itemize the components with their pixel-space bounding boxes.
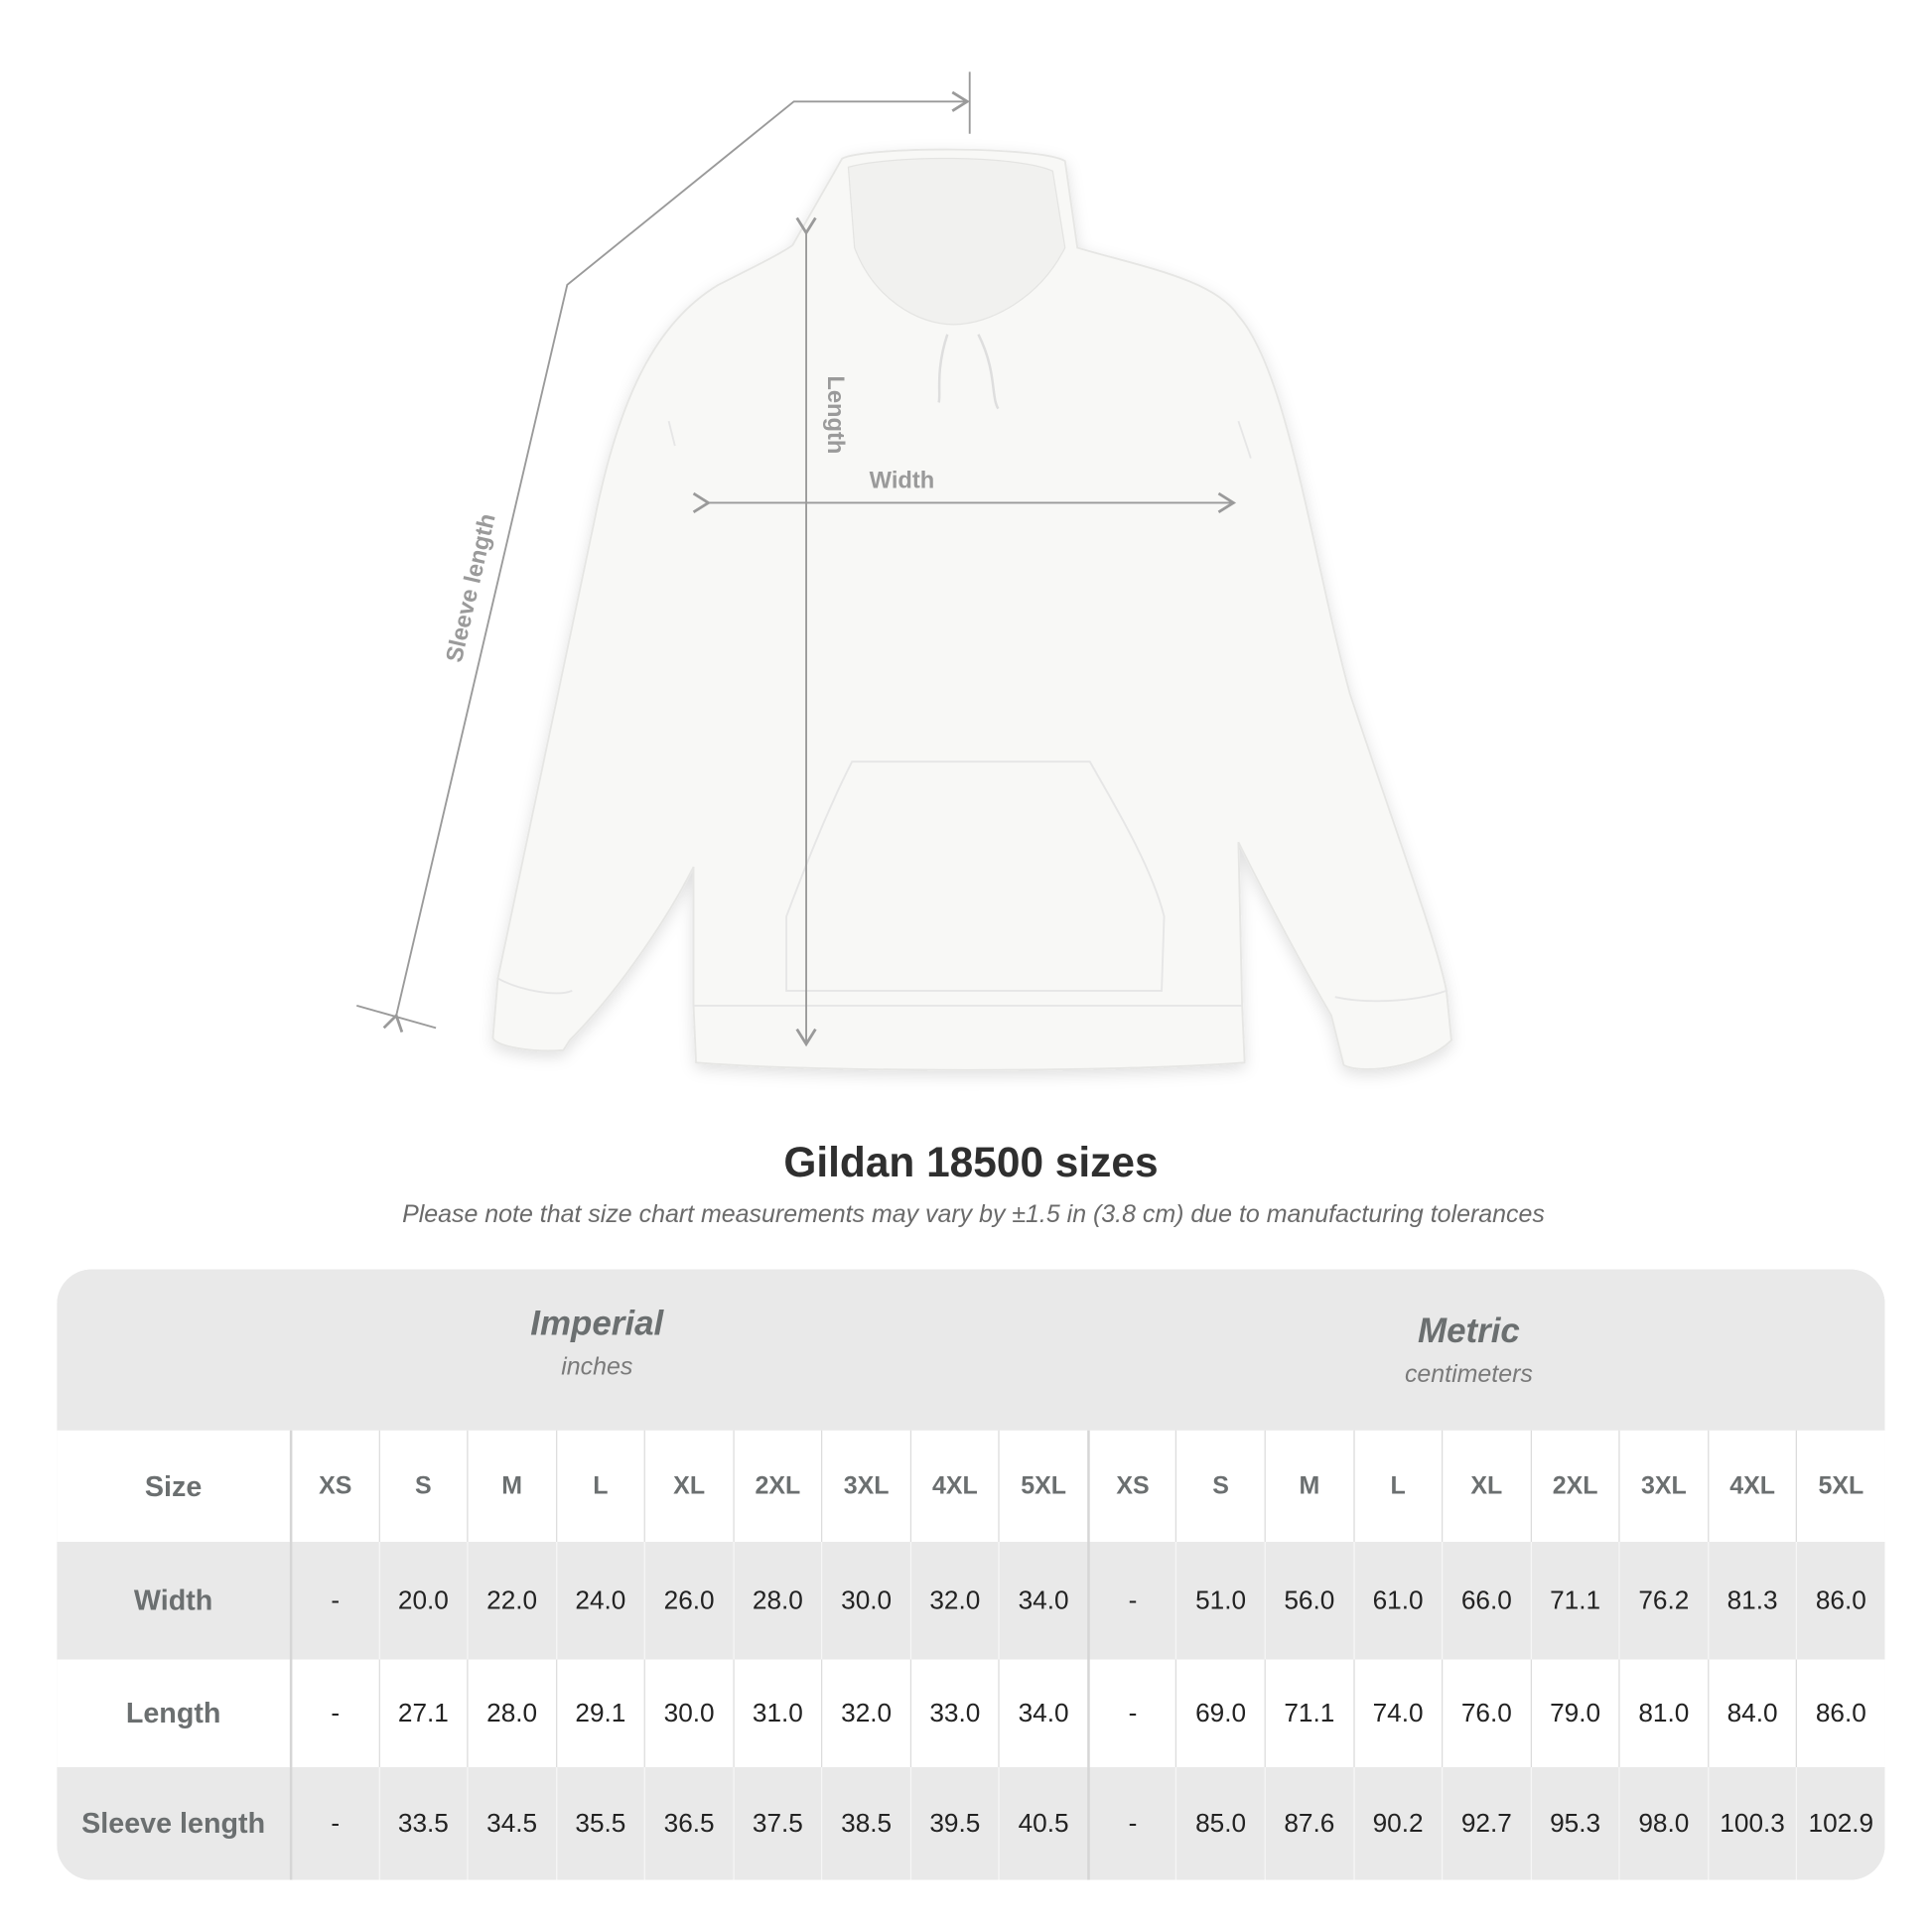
imperial-size-header-xl: XL — [643, 1430, 734, 1543]
metric-value-cell: 81.3 — [1707, 1542, 1797, 1660]
imperial-value-cell: 30.0 — [821, 1542, 910, 1660]
imperial-value-cell: - — [289, 1542, 379, 1660]
metric-value-cell: 51.0 — [1175, 1542, 1265, 1660]
metric-value-cell: 95.3 — [1530, 1767, 1619, 1880]
imperial-value-cell: 27.1 — [378, 1659, 468, 1768]
imperial-unit: inches — [561, 1353, 633, 1381]
imperial-value-cell: 20.0 — [378, 1542, 468, 1660]
size-table: Imperial inches Metric centimeters Size X… — [57, 1269, 1885, 1880]
metric-size-header-l: L — [1352, 1430, 1443, 1543]
imperial-value-cell: 33.0 — [909, 1659, 999, 1768]
imperial-value-cell: 29.1 — [555, 1659, 644, 1768]
metric-size-header-xs: XS — [1087, 1430, 1176, 1543]
imperial-value-cell: - — [289, 1659, 379, 1768]
imperial-size-header-s: S — [378, 1430, 468, 1543]
imperial-size-header-2xl: 2XL — [733, 1430, 822, 1543]
imperial-header: Imperial inches — [349, 1305, 845, 1383]
metric-value-cell: 85.0 — [1175, 1767, 1265, 1880]
metric-value-cell: 87.6 — [1264, 1767, 1353, 1880]
hoodie-shape — [491, 148, 1452, 1071]
imperial-value-cell: 32.0 — [821, 1659, 910, 1768]
imperial-size-header-m: M — [467, 1430, 556, 1543]
metric-value-cell: 61.0 — [1352, 1542, 1443, 1660]
row-label-width: Width — [57, 1542, 290, 1660]
imperial-value-cell: 34.0 — [998, 1542, 1088, 1660]
metric-value-cell: 98.0 — [1618, 1767, 1708, 1880]
imperial-value-cell: 34.0 — [998, 1659, 1088, 1768]
imperial-value-cell: 28.0 — [467, 1659, 556, 1768]
metric-value-cell: 92.7 — [1442, 1767, 1531, 1880]
metric-size-header-xl: XL — [1442, 1430, 1531, 1543]
imperial-size-header-xs: XS — [289, 1430, 379, 1543]
metric-value-cell: 71.1 — [1530, 1542, 1619, 1660]
imperial-value-cell: 36.5 — [643, 1767, 734, 1880]
width-label: Width — [869, 468, 935, 494]
imperial-value-cell: 35.5 — [555, 1767, 644, 1880]
metric-size-header-3xl: 3XL — [1618, 1430, 1708, 1543]
imperial-value-cell: 34.5 — [467, 1767, 556, 1880]
imperial-value-cell: 22.0 — [467, 1542, 556, 1660]
imperial-value-cell: 38.5 — [821, 1767, 910, 1880]
metric-value-cell: 66.0 — [1442, 1542, 1531, 1660]
imperial-size-header-4xl: 4XL — [909, 1430, 999, 1543]
metric-value-cell: 76.2 — [1618, 1542, 1708, 1660]
metric-value-cell: 100.3 — [1707, 1767, 1797, 1880]
metric-value-cell: 74.0 — [1352, 1659, 1443, 1768]
imperial-size-header-3xl: 3XL — [821, 1430, 910, 1543]
imperial-value-cell: 40.5 — [998, 1767, 1088, 1880]
metric-size-header-s: S — [1175, 1430, 1265, 1543]
metric-value-cell: 76.0 — [1442, 1659, 1531, 1768]
metric-value-cell: 81.0 — [1618, 1659, 1708, 1768]
metric-size-header-4xl: 4XL — [1707, 1430, 1797, 1543]
imperial-value-cell: 31.0 — [733, 1659, 822, 1768]
metric-value-cell: - — [1087, 1659, 1176, 1768]
imperial-value-cell: 33.5 — [378, 1767, 468, 1880]
sleeve-length-measure-line — [355, 71, 971, 1034]
metric-header: Metric centimeters — [1221, 1311, 1717, 1390]
imperial-value-cell: 32.0 — [909, 1542, 999, 1660]
metric-size-header-2xl: 2XL — [1530, 1430, 1619, 1543]
tolerance-note: Please note that size chart measurements… — [402, 1200, 1545, 1229]
metric-value-cell: 90.2 — [1352, 1767, 1443, 1880]
imperial-value-cell: 39.5 — [909, 1767, 999, 1880]
imperial-value-cell: 24.0 — [555, 1542, 644, 1660]
unit-header-band: Imperial inches Metric centimeters — [57, 1269, 1885, 1431]
metric-value-cell: 102.9 — [1796, 1767, 1885, 1880]
metric-unit: centimeters — [1404, 1360, 1533, 1389]
chart-title: Gildan 18500 sizes — [783, 1139, 1159, 1187]
row-label-sleeve-length: Sleeve length — [57, 1767, 290, 1880]
metric-value-cell: 86.0 — [1796, 1542, 1885, 1660]
metric-size-header-5xl: 5XL — [1796, 1430, 1885, 1543]
metric-value-cell: - — [1087, 1767, 1176, 1880]
hoodie-illustration — [355, 71, 1452, 1071]
imperial-size-header-5xl: 5XL — [998, 1430, 1088, 1543]
size-row-label: Size — [57, 1430, 290, 1543]
length-label: Length — [821, 375, 849, 455]
imperial-value-cell: 37.5 — [733, 1767, 822, 1880]
imperial-title: Imperial — [530, 1304, 664, 1343]
metric-size-header-m: M — [1264, 1430, 1353, 1543]
row-label-length: Length — [57, 1659, 290, 1768]
metric-value-cell: 84.0 — [1707, 1659, 1797, 1768]
metric-title: Metric — [1417, 1311, 1520, 1350]
metric-value-cell: 86.0 — [1796, 1659, 1885, 1768]
imperial-value-cell: 26.0 — [643, 1542, 734, 1660]
imperial-value-cell: 30.0 — [643, 1659, 734, 1768]
imperial-value-cell: - — [289, 1767, 379, 1880]
imperial-value-cell: 28.0 — [733, 1542, 822, 1660]
metric-value-cell: 79.0 — [1530, 1659, 1619, 1768]
metric-value-cell: 69.0 — [1175, 1659, 1265, 1768]
metric-value-cell: 56.0 — [1264, 1542, 1353, 1660]
imperial-size-header-l: L — [555, 1430, 644, 1543]
metric-value-cell: - — [1087, 1542, 1176, 1660]
size-grid: Size XS S M L XL 2XL 3XL 4XL 5XL XS S M L XL 2XL 3XL 4XL 5… — [57, 1430, 1885, 1880]
metric-value-cell: 71.1 — [1264, 1659, 1353, 1768]
